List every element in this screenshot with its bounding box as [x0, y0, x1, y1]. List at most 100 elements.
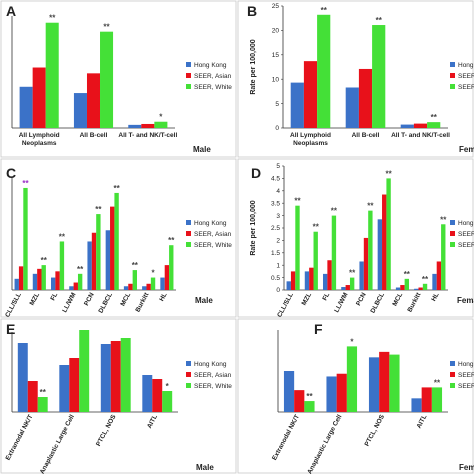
legend-label: Hong Kong — [458, 62, 474, 69]
significance-star: ** — [113, 184, 120, 193]
bar-f-2-0 — [368, 357, 380, 412]
legend-label: SEER, Asian — [194, 73, 232, 80]
legend-label: SEER, Asian — [458, 231, 474, 238]
bar-f-2-2 — [389, 354, 400, 412]
bar-f-0-2 — [304, 401, 315, 412]
bar-d-0-1 — [290, 271, 296, 290]
legend-swatch — [450, 62, 455, 67]
category-label: LL/WM — [333, 292, 349, 314]
bar-a-1-1 — [86, 73, 101, 128]
y-tick-label: 2.5 — [271, 225, 280, 232]
significance-star: ** — [331, 207, 338, 216]
legend-label: SEER, White — [194, 242, 232, 249]
bar-c-7-1 — [146, 283, 151, 290]
bar-c-5-2 — [114, 192, 119, 290]
bar-c-4-2 — [96, 214, 101, 290]
category-label: All Lymphoid — [19, 132, 60, 139]
panel-frame — [237, 158, 474, 318]
legend-label: SEER, White — [458, 242, 474, 249]
legend-label: SEER, White — [194, 383, 232, 390]
bar-c-8-0 — [160, 277, 165, 290]
significance-star: ** — [95, 205, 102, 214]
category-label: PTCL, NOS — [364, 413, 387, 447]
bar-c-4-0 — [87, 241, 92, 290]
category-label: FL — [321, 292, 331, 302]
panel-frame — [237, 0, 474, 158]
y-tick-label: 4.5 — [271, 176, 280, 183]
bar-c-1-2 — [41, 265, 46, 290]
bar-d-2-1 — [327, 260, 332, 290]
legend-swatch — [186, 220, 191, 225]
legend-swatch — [450, 372, 455, 377]
bar-d-8-1 — [436, 261, 442, 290]
legend-label: Hong Kong — [194, 361, 227, 368]
panel-frame — [0, 0, 237, 158]
category-label: MCL — [391, 292, 404, 308]
bar-c-8-1 — [164, 265, 170, 290]
bar-a-1-0 — [73, 93, 87, 128]
category-label: Anaplastic Large Cell — [39, 413, 76, 474]
bar-d-0-2 — [295, 205, 300, 290]
panel-frame — [0, 318, 237, 474]
bar-a-0-2 — [45, 22, 59, 128]
bar-d-2-0 — [322, 273, 328, 290]
category-label: PTCL, NOS — [95, 413, 118, 447]
bar-e-3-0 — [142, 375, 153, 412]
significance-star: ** — [59, 232, 66, 241]
category-label: FL — [49, 292, 59, 302]
panel-letter: E — [6, 321, 15, 337]
y-tick-label: 3.5 — [271, 200, 280, 207]
bar-e-2-1 — [110, 341, 121, 412]
y-tick-label: 25 — [272, 3, 280, 10]
panel-letter: D — [251, 165, 261, 181]
bar-d-6-1 — [400, 285, 405, 290]
bar-e-3-2 — [162, 391, 173, 412]
bar-c-2-1 — [55, 271, 60, 290]
y-axis-label: Rate per 100,000 — [250, 39, 257, 94]
bar-c-6-0 — [123, 286, 129, 290]
legend-label: SEER, White — [458, 84, 474, 91]
legend-swatch — [186, 361, 191, 366]
bar-b-1-1 — [358, 68, 373, 128]
bar-d-6-2 — [404, 278, 410, 290]
category-label: Neoplasms — [293, 140, 328, 147]
bar-b-1-2 — [372, 25, 386, 129]
category-label: Burkitt — [134, 291, 150, 314]
category-label: All Lymphoid — [290, 132, 331, 139]
panel-e: Extranodal NK/T Anaplastic Large Cell PTCL… — [0, 318, 237, 474]
bar-d-7-0 — [414, 288, 419, 290]
bar-d-1-0 — [304, 271, 310, 290]
panel-frame — [0, 158, 237, 318]
sex-label: Fema — [459, 463, 474, 472]
significance-star: ** — [440, 215, 447, 224]
significance-star: ** — [367, 202, 374, 211]
category-label: Extranodal NK/T — [5, 414, 35, 462]
y-tick-label: 5 — [276, 163, 280, 170]
legend-label: SEER, Asian — [194, 372, 232, 379]
bar-c-3-1 — [73, 282, 78, 290]
significance-star: ** — [404, 270, 411, 279]
bar-c-6-2 — [132, 270, 138, 290]
y-tick-label: 3 — [276, 213, 280, 220]
y-tick-label: 20 — [272, 28, 280, 35]
bar-e-1-0 — [59, 365, 70, 412]
sex-label: Male — [196, 463, 214, 472]
bar-e-0-2 — [37, 397, 48, 412]
bar-c-2-2 — [59, 241, 65, 290]
bar-d-4-0 — [359, 261, 364, 290]
bar-d-7-2 — [422, 283, 428, 290]
bar-a-2-1 — [141, 123, 155, 128]
bar-c-8-2 — [169, 245, 174, 290]
category-label: All B-cell — [352, 132, 380, 139]
bar-a-2-2 — [154, 121, 168, 128]
sex-label: Fema — [459, 145, 474, 154]
category-label: DLBCL — [97, 292, 114, 315]
bar-f-1-2 — [346, 346, 358, 412]
bar-c-1-0 — [32, 273, 38, 290]
legend-swatch — [186, 383, 191, 388]
bar-c-1-1 — [37, 268, 42, 290]
bar-c-5-0 — [105, 230, 111, 290]
category-label: Extranodal NK/T — [271, 414, 301, 462]
category-label: MZL — [301, 292, 313, 307]
